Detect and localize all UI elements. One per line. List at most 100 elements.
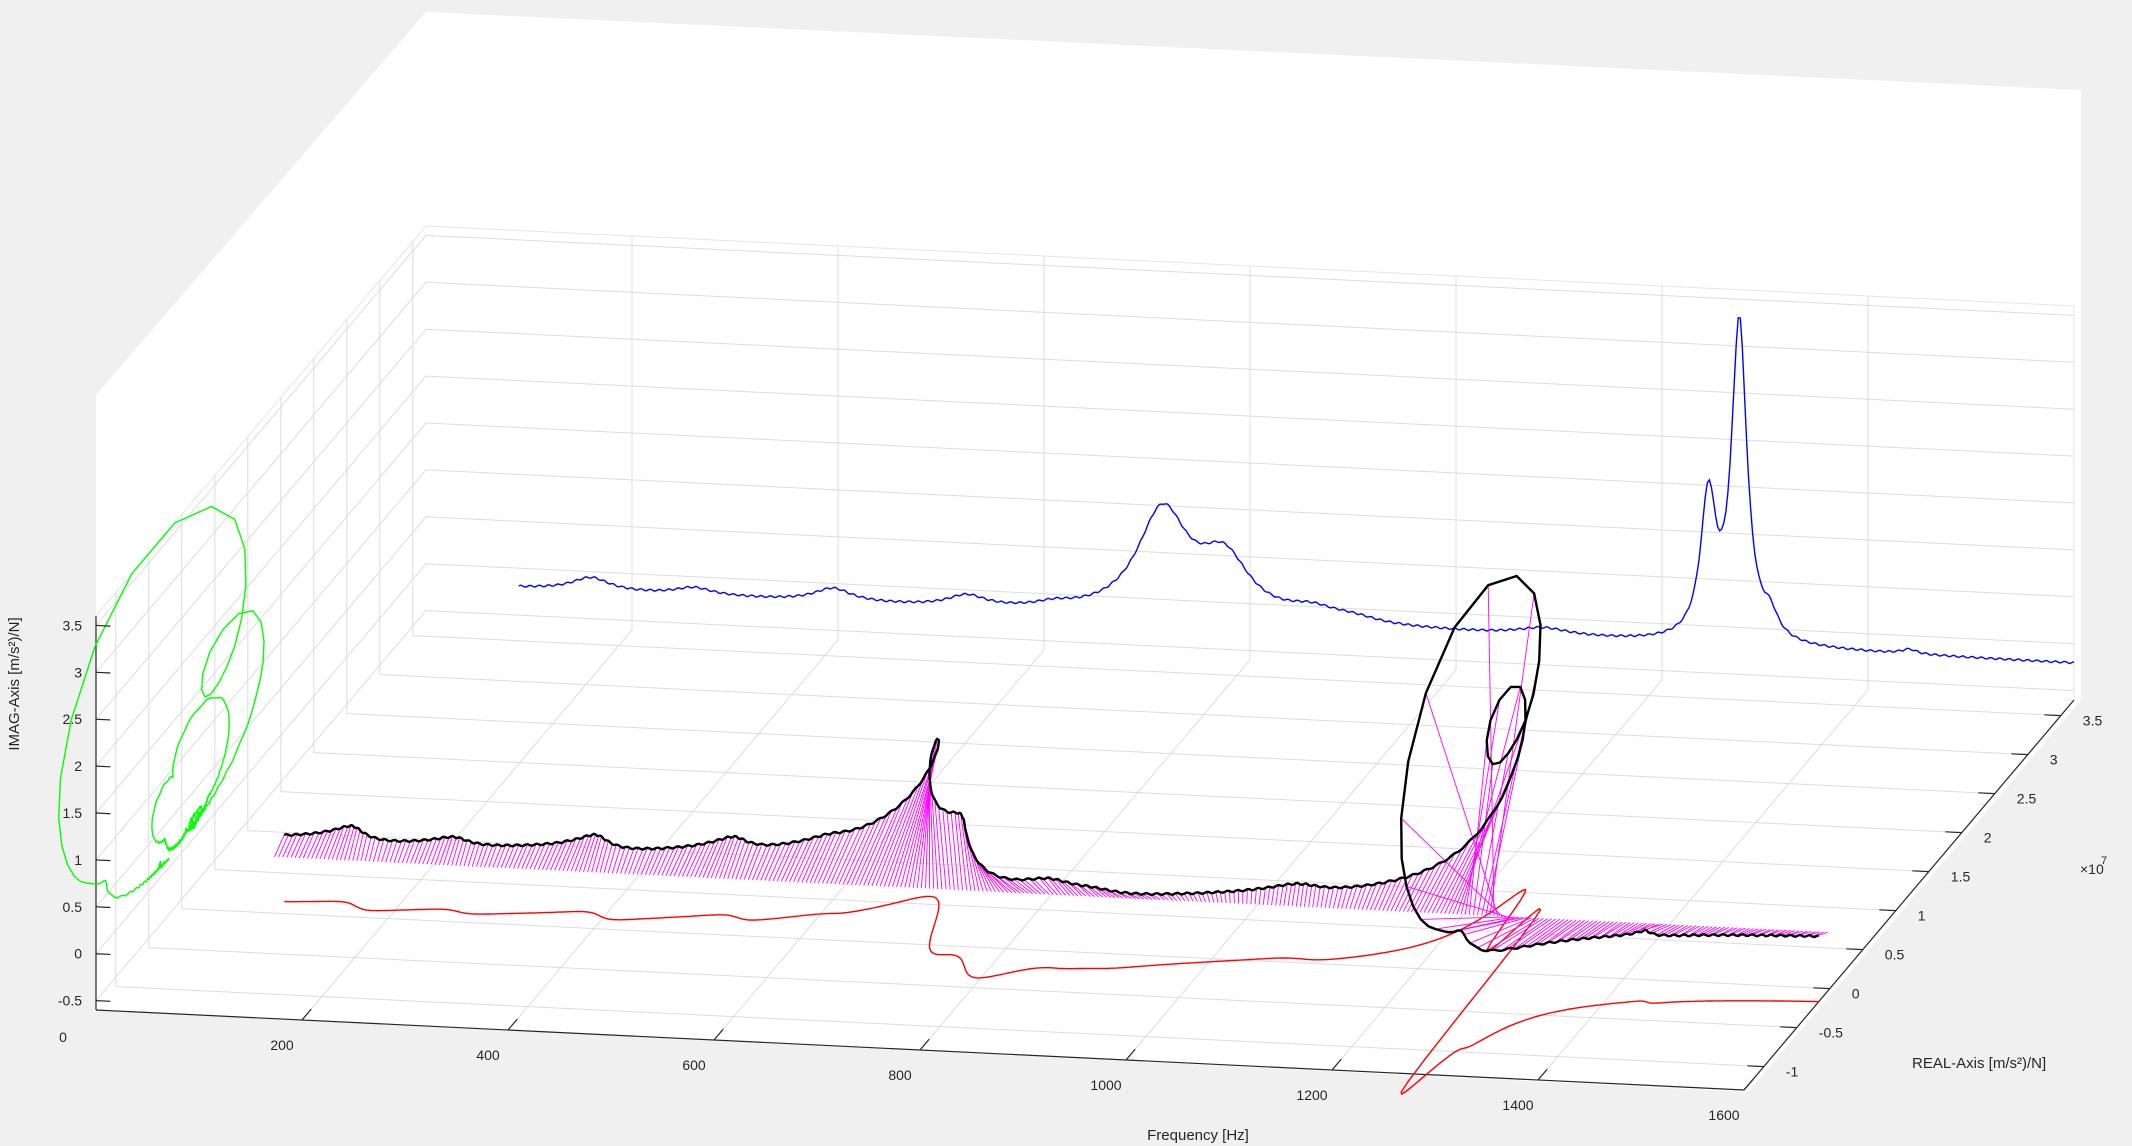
stem-line xyxy=(681,844,698,877)
stem-line xyxy=(854,815,887,886)
stem-line xyxy=(805,834,828,883)
stem-line xyxy=(739,842,754,880)
stem-line xyxy=(475,844,485,867)
stem-line xyxy=(1341,886,1349,909)
stem-line xyxy=(587,835,600,873)
stem-line xyxy=(1312,885,1317,908)
y-tick-label: 3.5 xyxy=(2083,713,2103,729)
stem-line xyxy=(381,840,389,863)
stem-line xyxy=(578,834,593,872)
stem-line xyxy=(1722,927,1738,935)
stem-line xyxy=(780,841,801,882)
stem-line xyxy=(447,838,457,866)
z-tick-mark xyxy=(95,624,111,627)
stem-line xyxy=(319,830,333,860)
grid-line-y xyxy=(412,241,2061,717)
z-tick-label: 3 xyxy=(74,664,82,680)
floor-plane xyxy=(96,620,2081,1092)
stem-line xyxy=(1233,891,1235,904)
x-tick-label: 1200 xyxy=(1296,1087,1327,1103)
stem-line xyxy=(570,836,585,872)
stem-line xyxy=(1337,887,1344,909)
stem-line xyxy=(776,841,796,882)
stem-line xyxy=(339,825,352,861)
stem-line xyxy=(1299,884,1305,907)
stem-line xyxy=(731,840,746,880)
stem-line xyxy=(1291,883,1297,907)
stem-line xyxy=(1665,924,1684,936)
grid-line-y xyxy=(346,319,1995,795)
stem-line xyxy=(554,840,568,871)
stem-line xyxy=(887,770,929,887)
stem-line xyxy=(1569,920,1598,940)
stem-line xyxy=(1197,892,1202,902)
stem-line xyxy=(1425,692,1499,917)
stem-line xyxy=(302,832,315,859)
stem-line xyxy=(422,838,433,865)
x-tick-mark xyxy=(713,1028,724,1041)
stem-line xyxy=(1386,877,1403,911)
stem-line xyxy=(859,810,892,886)
x-tick-label: 800 xyxy=(888,1067,912,1083)
grid-line-y xyxy=(280,397,1929,873)
stem-line xyxy=(1063,881,1079,897)
stem-line xyxy=(1456,719,1526,915)
stem-line xyxy=(867,801,903,886)
stem-line xyxy=(934,799,943,890)
grid-line-x xyxy=(1537,296,1869,1081)
grid-line-x xyxy=(301,236,633,1021)
stem-line xyxy=(879,785,919,887)
stem-line xyxy=(1192,893,1198,902)
grid-line-x xyxy=(713,256,1045,1041)
y-tick-label: 2 xyxy=(1984,830,1992,846)
stem-line xyxy=(455,839,464,866)
stem-line xyxy=(471,843,480,867)
stem-line xyxy=(1435,916,1515,930)
stem-line xyxy=(719,835,736,879)
stem-line xyxy=(1287,884,1292,907)
stem-line xyxy=(451,837,461,866)
stem-line xyxy=(438,837,450,865)
stem-line xyxy=(789,839,810,882)
stem-line xyxy=(385,840,394,863)
stem-line xyxy=(1469,917,1532,944)
stem-line xyxy=(298,834,311,859)
stem-line xyxy=(747,843,763,880)
z-tick-mark xyxy=(95,906,111,909)
stem-line xyxy=(562,838,577,871)
stem-line xyxy=(908,740,940,888)
stem-line xyxy=(1652,924,1672,934)
stem-line xyxy=(1402,870,1425,912)
stem-line xyxy=(1378,880,1393,911)
x-tick-mark xyxy=(1537,1068,1548,1081)
y-tick-label: 0.5 xyxy=(1885,947,1905,963)
stem-line xyxy=(1262,887,1266,905)
stem-line xyxy=(574,835,589,872)
stem-line xyxy=(566,838,581,872)
stem-line xyxy=(797,836,819,883)
stem-line xyxy=(533,843,546,870)
stem-line xyxy=(727,838,742,879)
stem-line xyxy=(960,813,972,891)
stem-line xyxy=(335,826,349,860)
stem-line xyxy=(892,763,933,887)
stem-line xyxy=(987,871,1013,893)
imag-projection-line xyxy=(518,317,2075,665)
stem-line xyxy=(1520,918,1561,948)
stem-line xyxy=(550,842,564,871)
stem-line xyxy=(504,845,515,869)
stem-line xyxy=(360,834,368,862)
stem-line xyxy=(603,844,613,873)
stem-line xyxy=(410,841,420,864)
stem-line xyxy=(599,840,609,873)
z-tick-label: 0 xyxy=(74,946,82,962)
stem-line xyxy=(1246,889,1248,905)
stem-line xyxy=(628,847,639,875)
real-projection-line xyxy=(284,888,1819,1096)
stem-line xyxy=(946,811,955,890)
stem-line xyxy=(690,842,707,878)
stem-line xyxy=(686,844,702,877)
stem-line xyxy=(607,844,617,874)
z-tick-label: 1 xyxy=(74,852,82,868)
stem-line xyxy=(751,845,768,881)
